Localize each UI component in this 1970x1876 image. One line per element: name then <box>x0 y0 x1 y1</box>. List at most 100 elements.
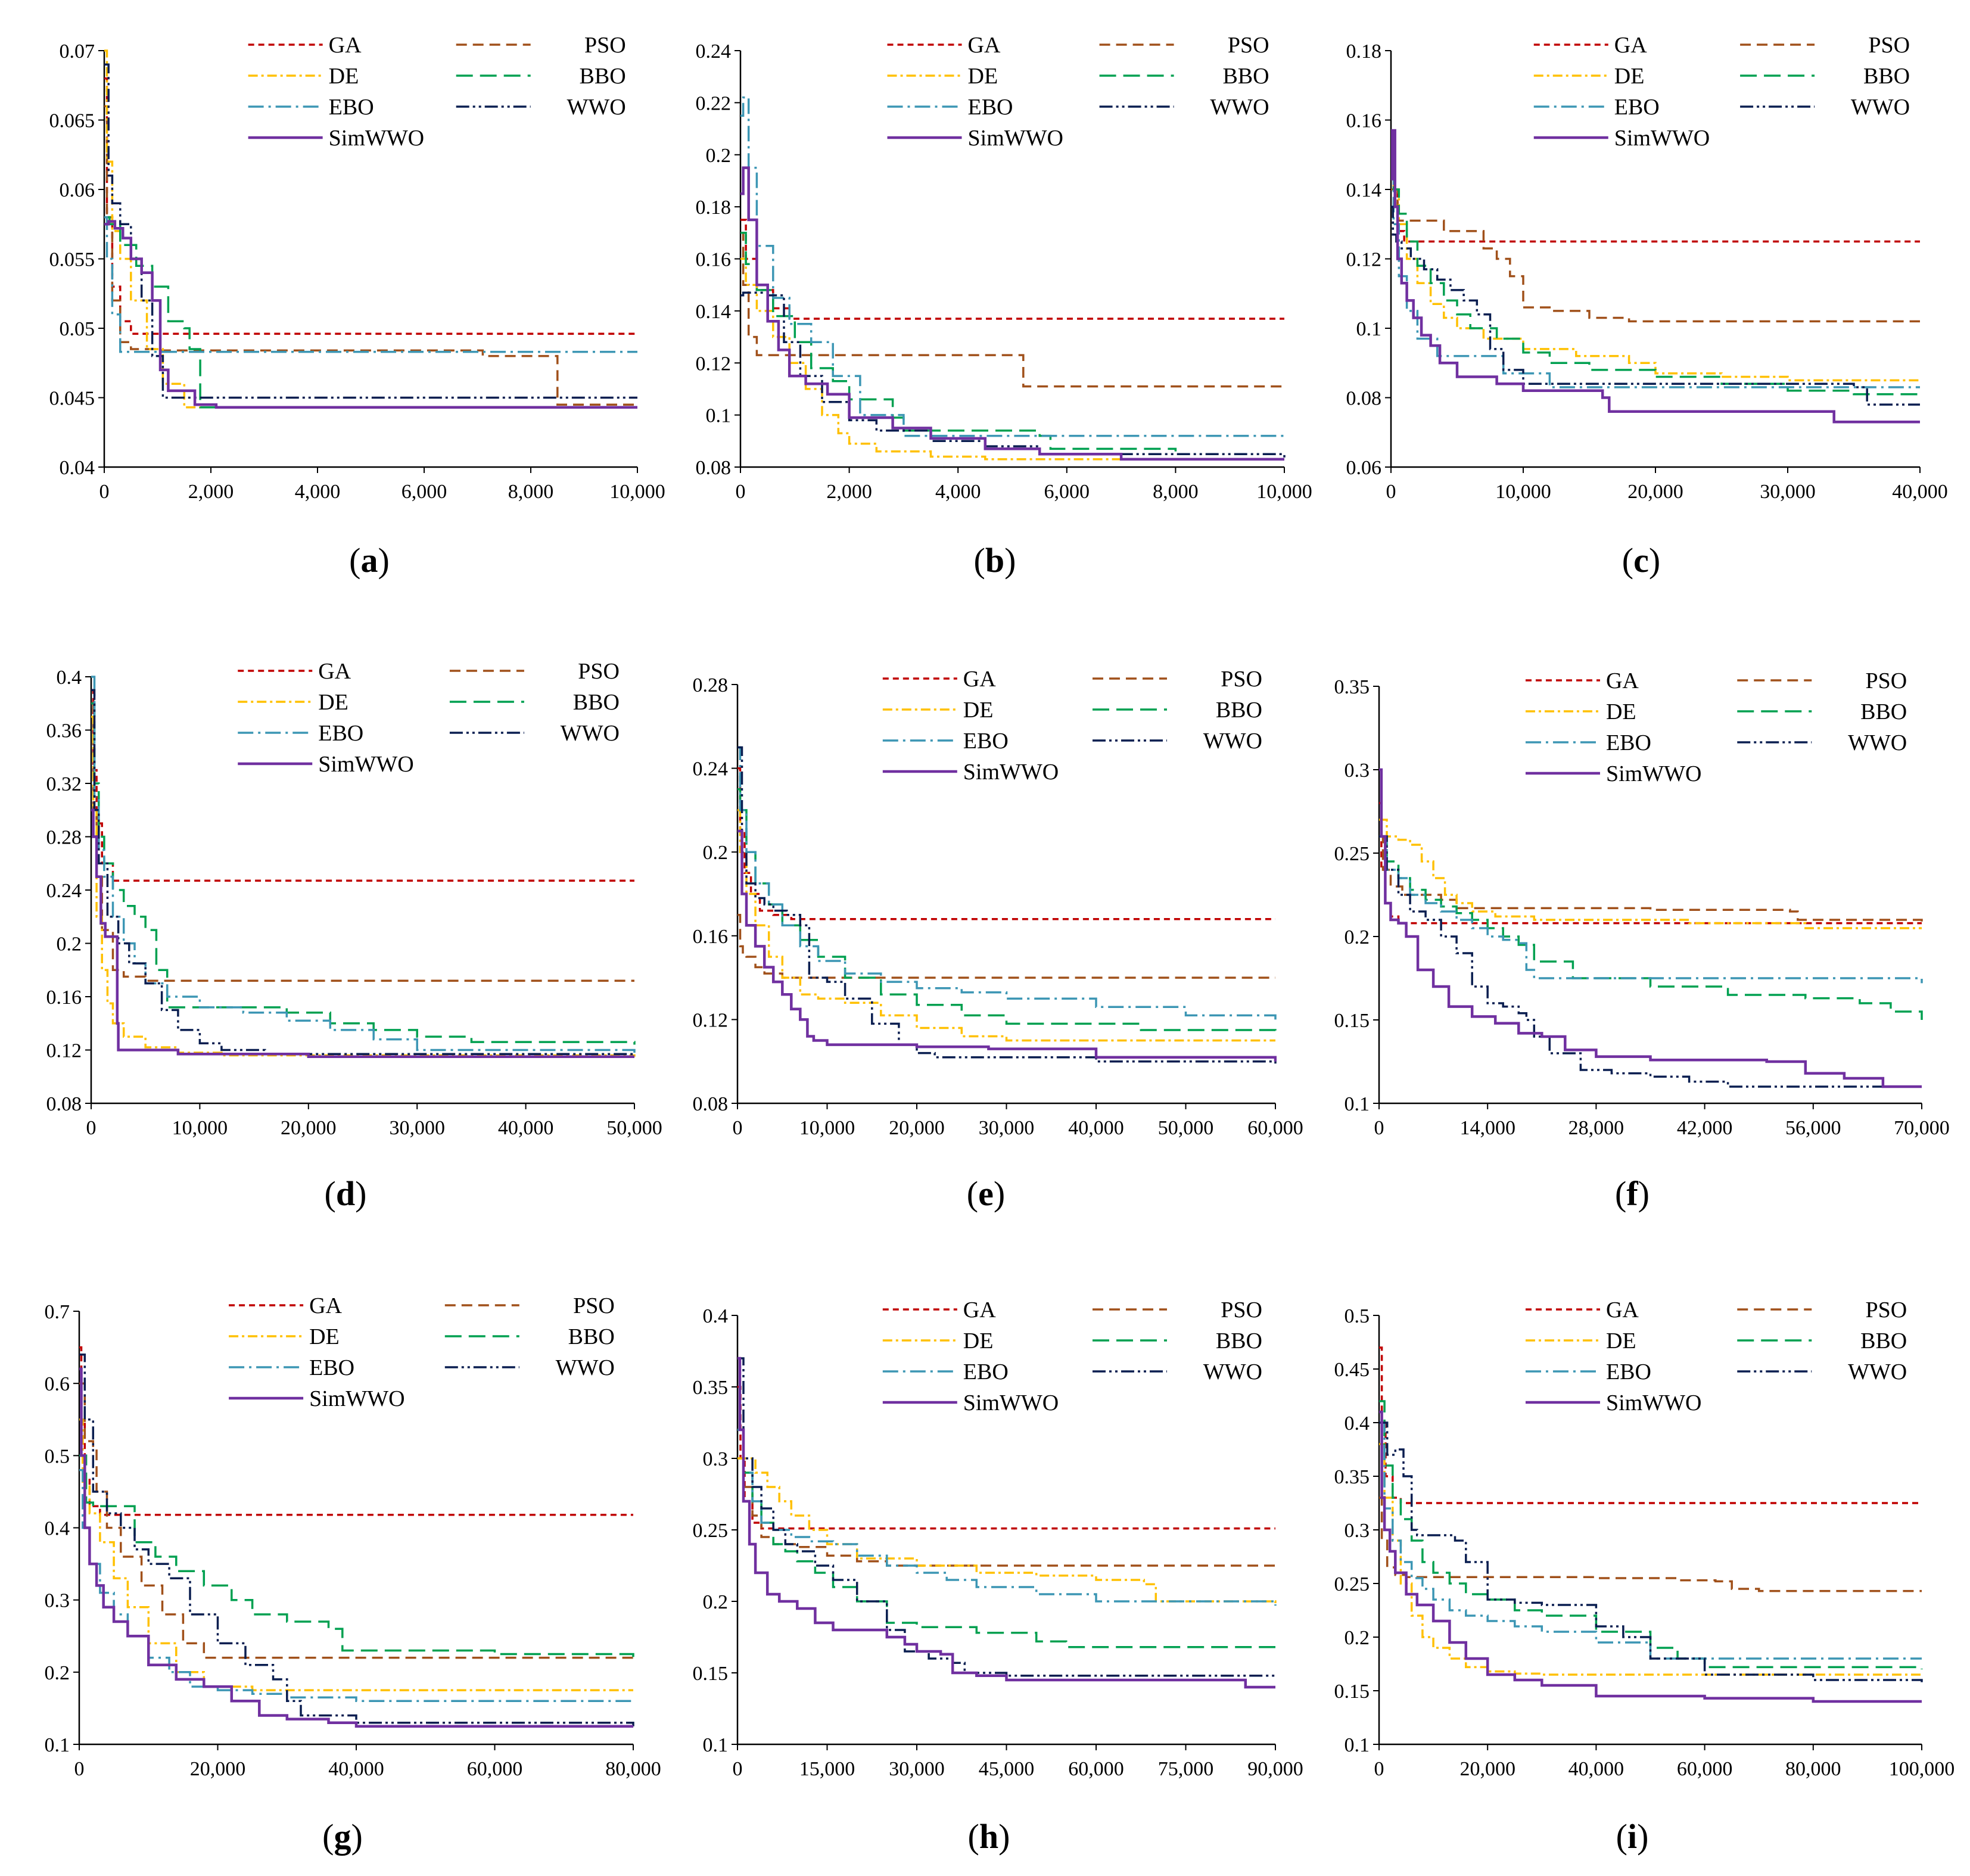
y-tick-label: 0.1 <box>706 405 732 427</box>
series-line-ebo <box>737 1429 1277 1606</box>
x-tick-label: 0 <box>86 1117 97 1139</box>
legend: GA PSO DE BBO EBO WWO SimWWO <box>229 1293 615 1411</box>
chart-i: 0.1 0.15 0.2 0.25 0.3 0.35 0.4 0.45 0.5 0 20,000 40… <box>1334 1298 1955 1856</box>
x-tick-label: 0 <box>74 1758 85 1780</box>
legend-label-ebo: EBO <box>318 721 363 746</box>
y-tick-label: 0.065 <box>49 110 95 132</box>
series-line-simwwo <box>1379 768 1922 1088</box>
series-line-wwo <box>1379 1421 1923 1682</box>
legend-label-simwwo: SimWWO <box>329 126 424 151</box>
series-line-simwwo <box>104 220 637 409</box>
y-tick-label: 0.22 <box>696 92 732 114</box>
series-line-pso <box>79 1382 633 1659</box>
legend-label-de: DE <box>1614 64 1645 89</box>
y-tick-label: 0.3 <box>1345 760 1370 782</box>
legend-label-wwo: WWO <box>567 95 626 120</box>
series-group <box>79 1346 634 1728</box>
y-tick-label: 0.45 <box>1334 1359 1370 1381</box>
y-tick-label: 0.6 <box>45 1373 70 1395</box>
series-line-ga <box>91 689 634 882</box>
legend: GA PSO DE BBO EBO WWO SimWWO <box>1533 33 1910 151</box>
legend-label-pso: PSO <box>1866 1298 1907 1323</box>
y-tick-label: 0.24 <box>46 880 82 902</box>
series-group <box>737 746 1277 1064</box>
y-tick-label: 0.35 <box>1334 1466 1370 1488</box>
y-tick-label: 0.28 <box>693 674 729 696</box>
legend-label-bbo: BBO <box>1222 64 1269 89</box>
x-tick-label: 30,000 <box>979 1117 1035 1139</box>
series-line-ebo <box>1391 171 1920 388</box>
x-tick-label: 40,000 <box>1068 1117 1124 1139</box>
series-group <box>740 96 1286 461</box>
y-tick-label: 0.5 <box>45 1445 70 1467</box>
legend-label-pso: PSO <box>578 659 620 684</box>
y-tick-label: 0.28 <box>46 827 82 849</box>
y-tick-label: 0.4 <box>45 1518 70 1540</box>
series-line-bbo <box>1379 835 1923 1020</box>
series-line-ga <box>740 219 1284 320</box>
x-tick-label: 0 <box>1386 481 1396 503</box>
x-tick-label: 10,000 <box>1495 481 1551 503</box>
legend: GA PSO DE BBO EBO WWO SimWWO <box>882 667 1262 785</box>
legend-label-ga: GA <box>963 667 996 692</box>
series-group <box>1391 129 1921 424</box>
chart-d: 0.08 0.12 0.16 0.2 0.24 0.28 0.32 0.36 0.4 0 10,00… <box>46 659 662 1213</box>
series-line-wwo <box>91 689 636 1056</box>
y-tick-label: 0.18 <box>696 197 732 219</box>
legend-label-wwo: WWO <box>1203 729 1262 754</box>
x-tick-label: 20,000 <box>889 1117 945 1139</box>
legend-label-pso: PSO <box>1228 33 1269 58</box>
legend-label-bbo: BBO <box>1216 698 1262 723</box>
series-line-de <box>1379 819 1922 929</box>
x-tick-label: 10,000 <box>799 1117 855 1139</box>
y-tick-label: 0.1 <box>1345 1734 1370 1756</box>
series-line-bbo <box>1391 164 1921 398</box>
series-line-wwo <box>740 291 1286 459</box>
legend-label-pso: PSO <box>1221 667 1262 692</box>
x-tick-label: 56,000 <box>1785 1117 1841 1139</box>
series-line-ebo <box>1379 835 1923 984</box>
x-tick-label: 6,000 <box>402 481 447 503</box>
legend-label-de: DE <box>968 64 998 89</box>
legend-label-ga: GA <box>309 1293 342 1318</box>
y-tick-label: 0.16 <box>46 987 82 1009</box>
legend-label-bbo: BBO <box>573 690 620 715</box>
legend-label-ebo: EBO <box>309 1355 354 1380</box>
panel-label: (e) <box>967 1174 1005 1213</box>
y-tick-label: 0.15 <box>1334 1681 1370 1703</box>
series-line-de <box>737 809 1275 1042</box>
y-tick-label: 0.06 <box>60 179 95 201</box>
series-group <box>91 676 636 1058</box>
y-tick-label: 0.12 <box>696 353 732 375</box>
y-tick-label: 0.08 <box>46 1093 82 1115</box>
legend-label-ga: GA <box>329 33 362 58</box>
series-line-de <box>104 49 637 409</box>
x-tick-label: 50,000 <box>606 1117 662 1139</box>
y-tick-label: 0.1 <box>1345 1093 1370 1115</box>
y-tick-label: 0.25 <box>1334 1573 1370 1595</box>
y-tick-label: 0.3 <box>703 1448 729 1470</box>
x-tick-label: 0 <box>99 481 110 503</box>
x-tick-label: 60,000 <box>1677 1758 1733 1780</box>
panel-label: (c) <box>1622 541 1660 580</box>
x-tick-label: 30,000 <box>889 1758 945 1780</box>
legend-label-ebo: EBO <box>329 95 374 120</box>
series-group <box>737 1357 1277 1689</box>
series-line-ebo <box>737 746 1277 1020</box>
x-tick-label: 100,000 <box>1889 1758 1955 1780</box>
y-tick-label: 0.045 <box>49 388 95 410</box>
legend-label-ga: GA <box>963 1298 996 1323</box>
panel-label: (g) <box>322 1817 363 1856</box>
series-line-bbo <box>104 216 637 409</box>
y-tick-label: 0.14 <box>1346 179 1382 201</box>
legend-label-pso: PSO <box>1221 1298 1262 1323</box>
legend-label-pso: PSO <box>1866 668 1907 693</box>
x-tick-label: 60,000 <box>1068 1758 1124 1780</box>
x-tick-label: 40,000 <box>1892 481 1948 503</box>
series-line-bbo <box>740 232 1177 452</box>
y-tick-label: 0.25 <box>1334 843 1370 865</box>
legend-label-simwwo: SimWWO <box>1606 761 1701 786</box>
legend: GA PSO DE BBO EBO WWO SimWWO <box>248 33 626 151</box>
y-tick-label: 0.7 <box>45 1301 70 1323</box>
series-line-pso <box>740 232 1284 388</box>
